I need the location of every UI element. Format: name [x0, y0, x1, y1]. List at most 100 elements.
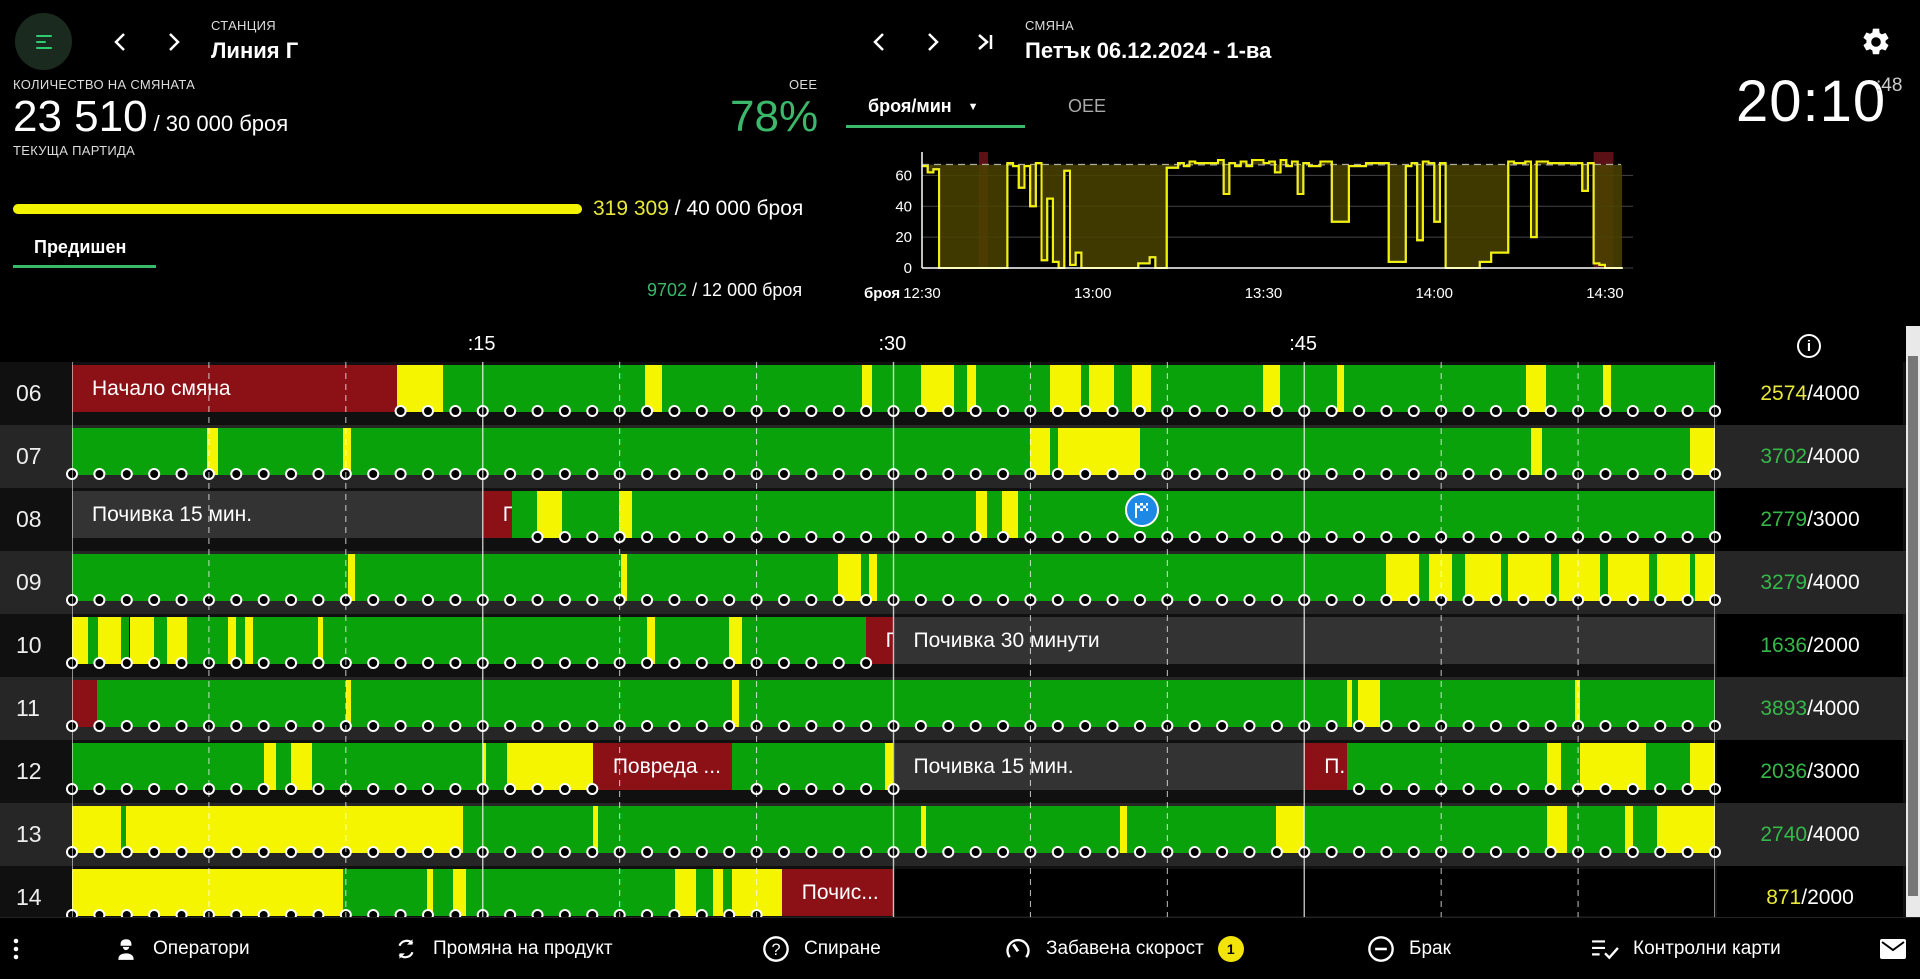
event-segment[interactable]: Почивка 15 мин. [72, 491, 483, 538]
minute-marker [394, 720, 407, 732]
status-segment [187, 617, 229, 664]
tab-previous[interactable]: Предишен [13, 232, 156, 268]
minute-marker [777, 405, 790, 417]
batch-count: 319 309 / 40 000 броя [593, 197, 803, 221]
info-icon[interactable]: i [1797, 334, 1821, 358]
event-segment[interactable]: Г [865, 617, 894, 664]
minute-marker [832, 783, 845, 795]
minute-marker [202, 468, 215, 480]
shift-current-button[interactable] [970, 27, 1000, 57]
minute-marker [285, 594, 298, 606]
minute-marker [421, 720, 434, 732]
minute-marker [93, 657, 106, 669]
minute-marker [1517, 531, 1530, 543]
flag-icon[interactable] [1124, 493, 1159, 527]
minute-marker [230, 846, 243, 858]
scrollbar-thumb[interactable] [1908, 356, 1918, 896]
event-segment[interactable]: Почис... [781, 869, 894, 916]
status-segment [732, 680, 740, 727]
minute-marker [1599, 720, 1612, 732]
row-counter: 3279/4000 [1717, 551, 1903, 614]
minus-circle-icon [1368, 936, 1394, 962]
minute-marker [120, 594, 133, 606]
minute-marker [1599, 405, 1612, 417]
minute-marker [1462, 846, 1475, 858]
minute-marker [1709, 783, 1721, 795]
minute-marker [257, 846, 270, 858]
row-hour-label: 09 [16, 569, 42, 595]
status-segment [1542, 428, 1691, 475]
minute-marker [613, 594, 626, 606]
minute-marker [1489, 594, 1502, 606]
row-counter-target: /4000 [1807, 696, 1860, 720]
minute-marker [202, 783, 215, 795]
status-segment [1547, 743, 1561, 790]
minute-marker [969, 531, 982, 543]
menu-button[interactable] [15, 13, 72, 70]
minute-marker [504, 783, 517, 795]
station-next-button[interactable] [159, 27, 189, 57]
minute-marker [1079, 405, 1092, 417]
station-name[interactable]: Линия Г [211, 38, 299, 63]
minute-marker [257, 594, 270, 606]
gear-icon[interactable] [1860, 26, 1892, 58]
minute-marker [997, 594, 1010, 606]
minute-marker [914, 594, 927, 606]
more-button[interactable] [12, 918, 34, 979]
shift-next-button[interactable] [918, 27, 948, 57]
minute-marker [750, 594, 763, 606]
status-segment [252, 617, 319, 664]
event-segment[interactable]: Начало смяна [72, 365, 398, 412]
stop-button[interactable]: ? Спиране [762, 918, 881, 979]
row-hour-label: 06 [16, 380, 42, 406]
minute-marker [394, 783, 407, 795]
minute-marker [285, 468, 298, 480]
status-segment [732, 869, 782, 916]
minute-marker [1626, 594, 1639, 606]
status-segment [1343, 365, 1527, 412]
tab-units-per-min[interactable]: броя/мин ▼ [846, 90, 1025, 128]
refresh-icon [398, 939, 414, 959]
status-segment [954, 365, 968, 412]
row-counter: 1636/2000 [1717, 614, 1903, 677]
minute-marker [1681, 846, 1694, 858]
tab-oee[interactable]: OEE [1068, 96, 1107, 116]
product-change-button[interactable]: Промяна на продукт [393, 918, 613, 979]
minute-marker [1298, 594, 1311, 606]
minute-marker [832, 594, 845, 606]
minute-marker [531, 657, 544, 669]
minute-marker [257, 720, 270, 732]
slow-speed-button[interactable]: Забавена скорост 1 [1004, 918, 1244, 979]
minute-marker [942, 720, 955, 732]
minute-marker [1243, 531, 1256, 543]
minute-marker [1188, 846, 1201, 858]
scrap-button[interactable]: Брак [1367, 918, 1451, 979]
minute-marker [367, 594, 380, 606]
shift-prev-button[interactable] [864, 27, 894, 57]
control-cards-button[interactable]: Контролни карти [1591, 918, 1781, 979]
minute-marker [1435, 594, 1448, 606]
status-segment [206, 428, 219, 475]
event-segment[interactable]: П.. [1304, 743, 1347, 790]
minute-marker [476, 783, 489, 795]
vertical-scrollbar[interactable] [1906, 326, 1920, 917]
event-segment[interactable]: Повреда ... [592, 743, 733, 790]
event-segment[interactable]: Почивка 15 мин. [893, 743, 1305, 790]
operator-icon [118, 939, 134, 960]
event-segment[interactable]: П [482, 491, 513, 538]
minute-marker [914, 720, 927, 732]
minute-marker [613, 720, 626, 732]
row-counter-current: 3893 [1760, 696, 1808, 720]
station-prev-button[interactable] [105, 27, 135, 57]
mail-button[interactable] [1880, 918, 1920, 979]
minute-marker [750, 531, 763, 543]
minute-markers [66, 594, 1721, 606]
minute-marker [504, 846, 517, 858]
shift-name[interactable]: Петък 06.12.2024 - 1-ва [1025, 38, 1272, 63]
minute-marker [558, 531, 571, 543]
chevron-right-icon [169, 33, 180, 51]
minute-marker [1024, 594, 1037, 606]
minute-marker [668, 720, 681, 732]
minute-marker [66, 720, 78, 732]
operators-button[interactable]: Оператори [113, 918, 250, 979]
